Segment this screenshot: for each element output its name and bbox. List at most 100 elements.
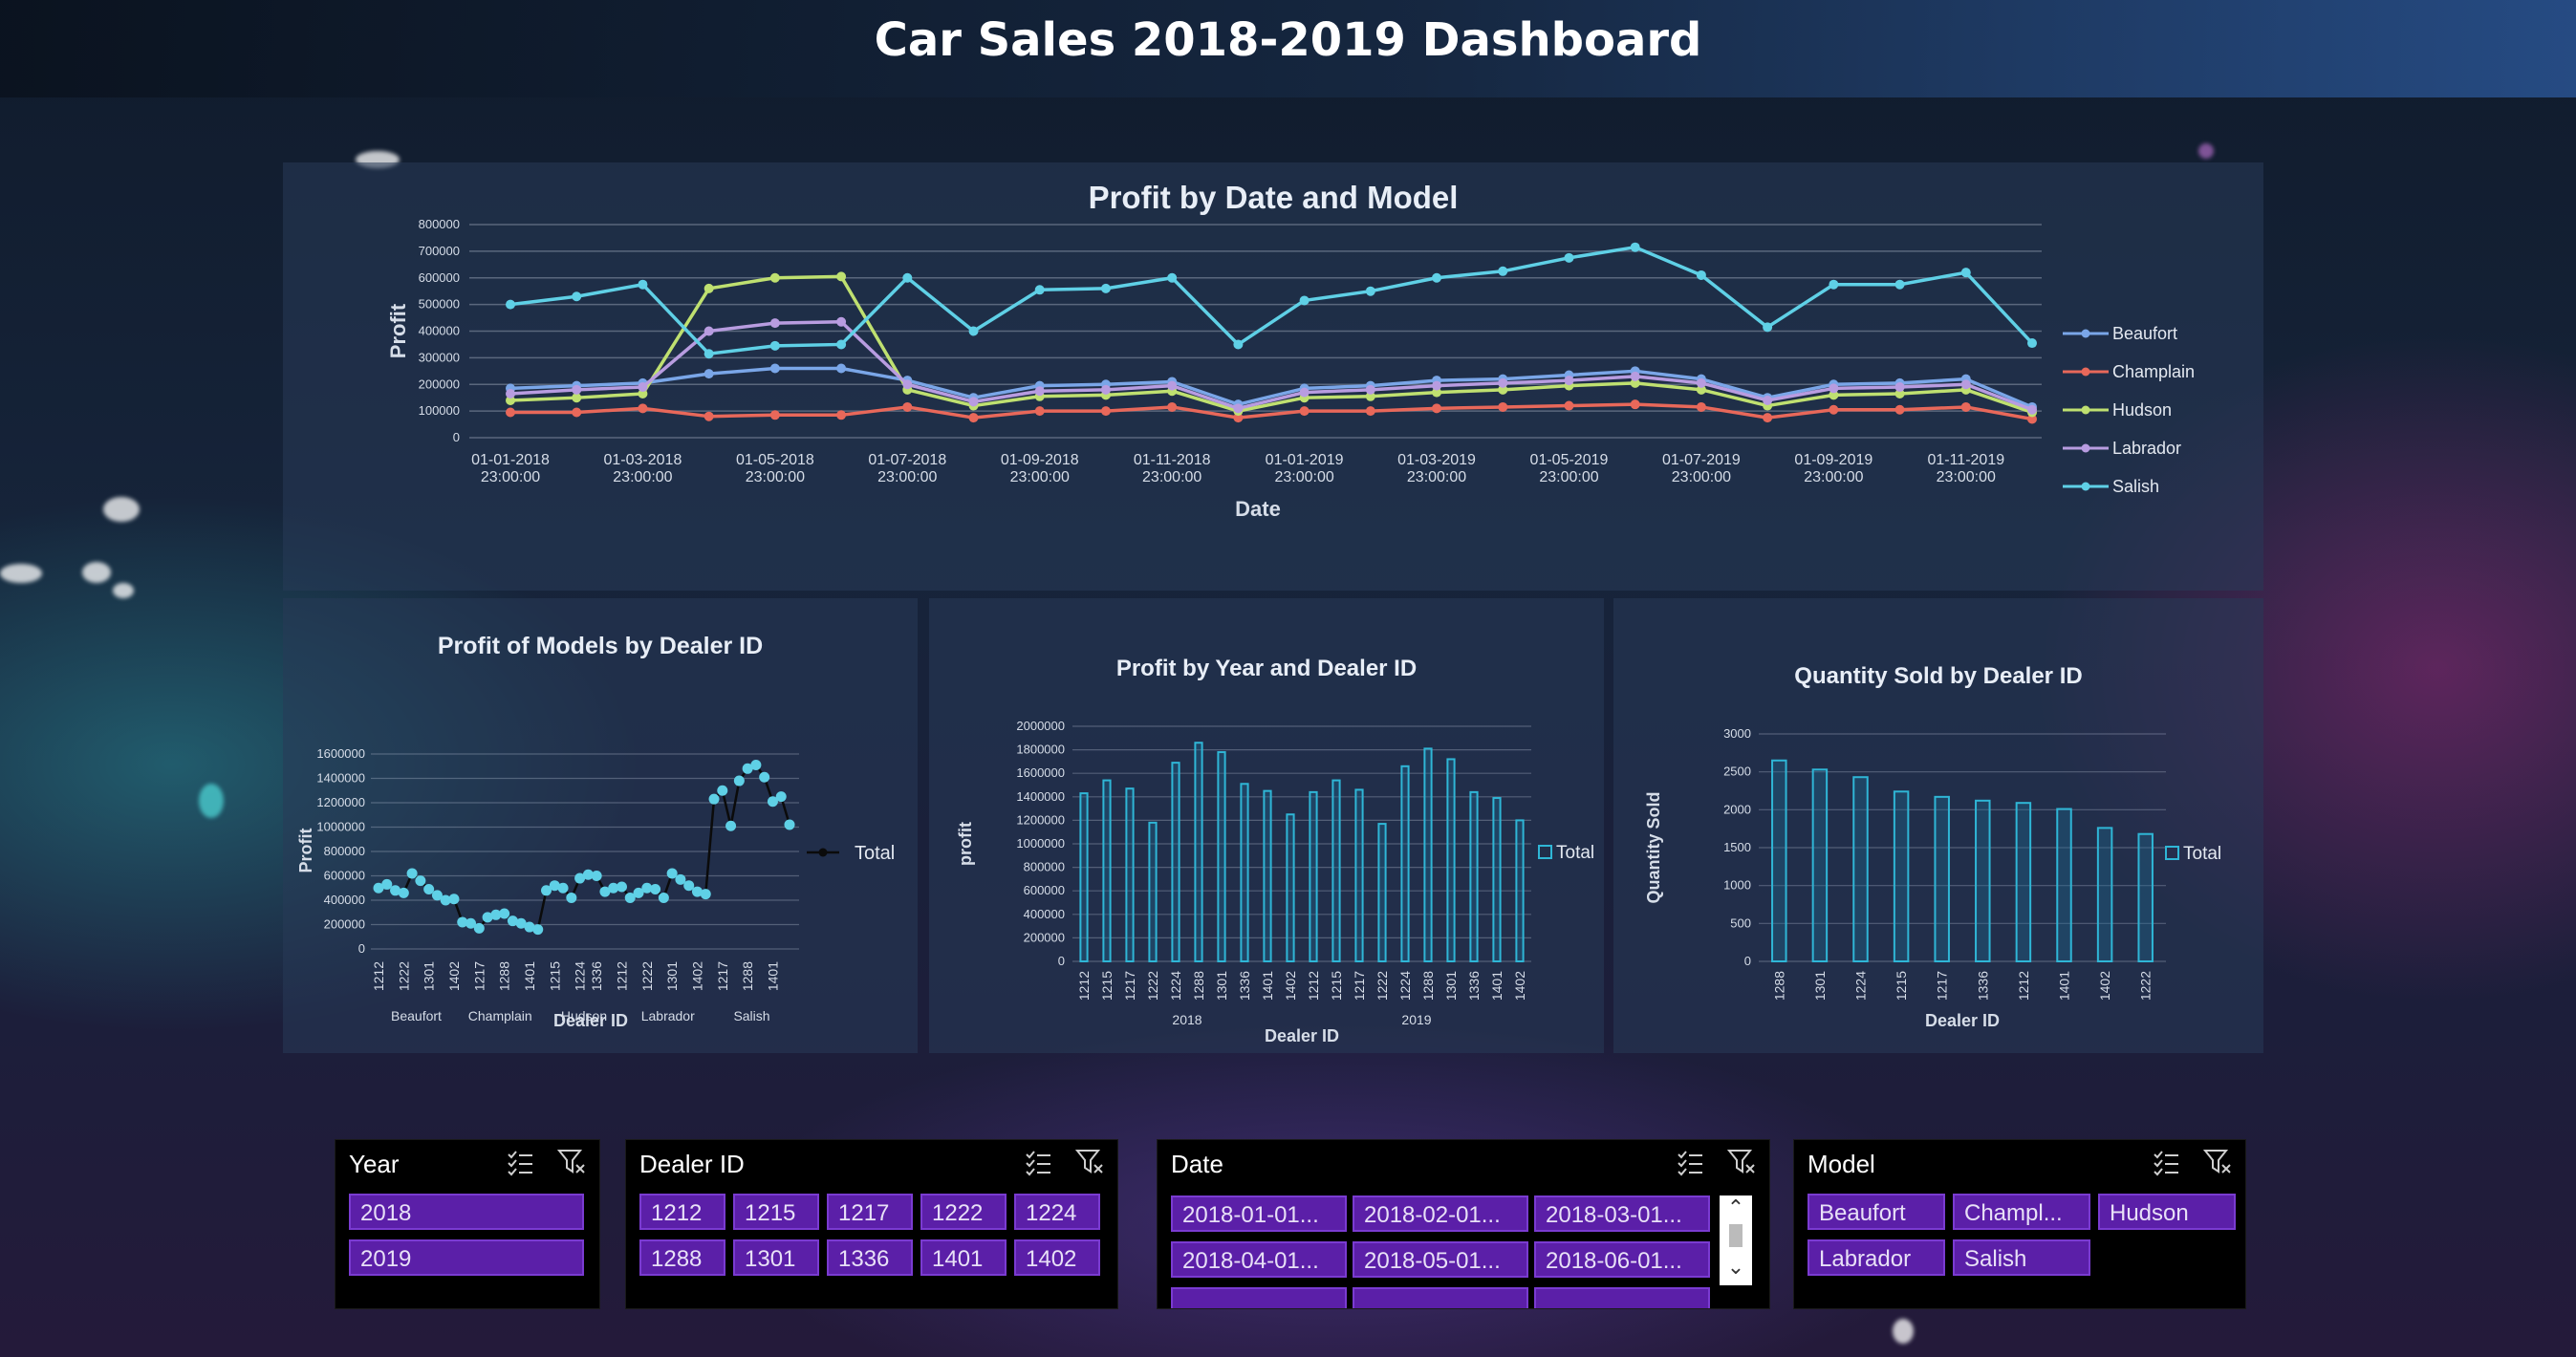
x-tick-label: 23:00:00	[1407, 469, 1466, 485]
background-bokeh	[113, 583, 134, 598]
slicer-item-date[interactable]: 2018-01-01...	[1171, 1195, 1347, 1232]
scroll-up-icon[interactable]: ⌃	[1726, 1195, 1745, 1219]
slicer-item-1224[interactable]: 1224	[1014, 1194, 1100, 1230]
data-point	[608, 882, 619, 894]
x-tick-label: 1222	[1375, 971, 1390, 1001]
clear-filter-icon[interactable]	[2203, 1148, 2232, 1176]
data-point	[1630, 399, 1640, 410]
data-point	[1763, 322, 1773, 333]
x-tick-label: 1336	[589, 961, 604, 991]
slicer-item-1215[interactable]: 1215	[733, 1194, 819, 1230]
slicer-item-1217[interactable]: 1217	[827, 1194, 913, 1230]
data-point	[1696, 269, 1706, 280]
multi-select-icon[interactable]	[1024, 1148, 1052, 1176]
x-tick-label: 1336	[1466, 971, 1482, 1001]
bar	[1148, 821, 1158, 962]
legend-marker	[2081, 367, 2090, 377]
data-point	[524, 921, 535, 933]
x-tick-label: 01-05-2018	[736, 452, 814, 468]
data-point	[1167, 380, 1178, 391]
clear-filter-icon[interactable]	[557, 1148, 586, 1176]
multi-select-icon[interactable]	[1676, 1148, 1704, 1176]
scroll-thumb[interactable]	[1729, 1224, 1743, 1247]
data-point	[836, 339, 847, 350]
clear-filter-icon[interactable]	[1727, 1148, 1756, 1176]
x-tick-label: 1212	[614, 961, 629, 991]
data-point	[968, 326, 979, 336]
slicer-item-date[interactable]	[1353, 1287, 1528, 1308]
y-tick-label: 1000000	[316, 820, 365, 834]
chart-title: Profit by Date and Model	[1088, 180, 1459, 215]
slicer-item-1222[interactable]: 1222	[920, 1194, 1007, 1230]
slicer-item-date[interactable]: 2018-03-01...	[1534, 1195, 1710, 1232]
multi-select-icon[interactable]	[2152, 1148, 2180, 1176]
slicer-item-labrador[interactable]: Labrador	[1808, 1239, 1945, 1276]
clear-filter-icon[interactable]	[1075, 1148, 1104, 1176]
slicer-item-date[interactable]: 2018-05-01...	[1353, 1241, 1528, 1278]
slicer-item-salish[interactable]: Salish	[1953, 1239, 2090, 1276]
slicer-item-date[interactable]: 2018-06-01...	[1534, 1241, 1710, 1278]
data-point	[1365, 286, 1375, 296]
data-point	[557, 882, 569, 894]
slicer-title: Date	[1171, 1150, 1223, 1178]
y-tick-label: 1000000	[1016, 836, 1065, 851]
slicer-item-1336[interactable]: 1336	[827, 1239, 913, 1276]
y-tick-label: 3000	[1723, 726, 1751, 741]
data-point	[836, 271, 847, 282]
data-point	[506, 389, 515, 399]
bar	[1286, 813, 1295, 962]
slicer-item-champlain[interactable]: Champl...	[1953, 1194, 2090, 1230]
legend-marker	[2081, 405, 2090, 415]
legend-label: Beaufort	[2112, 324, 2177, 343]
data-point	[704, 283, 714, 293]
x-tick-label: 1217	[1935, 971, 1950, 1001]
data-point	[638, 403, 648, 414]
slicer-item-1212[interactable]: 1212	[639, 1194, 725, 1230]
scroll-down-icon[interactable]: ⌄	[1726, 1255, 1745, 1279]
data-point	[1829, 404, 1839, 415]
group-label: Champlain	[468, 1008, 532, 1023]
multi-select-icon[interactable]	[506, 1148, 534, 1176]
x-tick-label: 1224	[1397, 971, 1413, 1001]
data-point	[742, 763, 753, 774]
data-point	[574, 872, 586, 884]
data-point	[769, 363, 780, 374]
slicer-item-date[interactable]: 2018-02-01...	[1353, 1195, 1528, 1232]
data-point	[769, 318, 780, 329]
x-tick-label: 01-01-2018	[471, 452, 550, 468]
slicer-item-beaufort[interactable]: Beaufort	[1808, 1194, 1945, 1230]
slicer-item-date[interactable]: 2018-04-01...	[1171, 1241, 1347, 1278]
data-point	[769, 340, 780, 351]
slicer-item-1401[interactable]: 1401	[920, 1239, 1007, 1276]
slicer-item-hudson[interactable]: Hudson	[2098, 1194, 2236, 1230]
slicer-item-date[interactable]	[1171, 1287, 1347, 1308]
series-line-total	[378, 763, 791, 932]
bar	[2015, 802, 2032, 962]
data-point	[666, 868, 678, 879]
x-tick-label: 1402	[689, 961, 704, 991]
data-point	[759, 771, 770, 783]
data-point	[1498, 401, 1508, 412]
bar	[2096, 827, 2113, 962]
y-tick-label: 2000000	[1016, 719, 1065, 733]
slicer-item-1301[interactable]: 1301	[733, 1239, 819, 1276]
x-tick-label: 01-09-2019	[1794, 452, 1872, 468]
y-tick-label: 0	[358, 941, 365, 956]
data-point	[624, 892, 636, 903]
date-slicer-scrollbar[interactable]: ⌃ ⌄	[1720, 1195, 1752, 1285]
data-point	[572, 291, 582, 302]
slicer-item-1288[interactable]: 1288	[639, 1239, 725, 1276]
data-point	[1233, 413, 1244, 423]
data-point	[717, 785, 728, 796]
slicer-toolbar	[1024, 1148, 1104, 1176]
data-point	[1034, 285, 1045, 295]
x-tick-label: 1401	[522, 961, 537, 991]
data-point	[1100, 384, 1111, 395]
slicer-item-2019[interactable]: 2019	[349, 1239, 584, 1276]
slicer-item-2018[interactable]: 2018	[349, 1194, 584, 1230]
slicer-item-date[interactable]	[1534, 1287, 1710, 1308]
x-tick-label: 1288	[1420, 971, 1436, 1001]
slicer-item-1402[interactable]: 1402	[1014, 1239, 1100, 1276]
legend-label: Champlain	[2112, 362, 2195, 381]
data-point	[704, 411, 714, 421]
